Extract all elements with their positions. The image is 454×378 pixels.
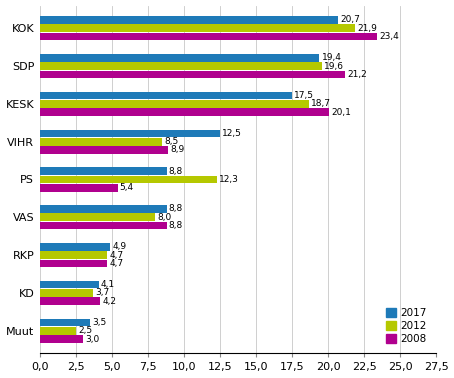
Bar xyxy=(40,214,155,221)
Bar xyxy=(40,54,319,62)
Text: 3,5: 3,5 xyxy=(92,318,107,327)
Bar xyxy=(40,33,377,40)
Bar xyxy=(40,130,220,137)
Text: 21,2: 21,2 xyxy=(347,70,367,79)
Text: 23,4: 23,4 xyxy=(379,32,399,41)
Text: 19,6: 19,6 xyxy=(324,62,345,71)
Bar xyxy=(40,92,292,99)
Text: 21,9: 21,9 xyxy=(357,24,377,33)
Bar xyxy=(40,289,93,297)
Text: 5,4: 5,4 xyxy=(120,183,134,192)
Text: 3,7: 3,7 xyxy=(95,288,109,297)
Bar xyxy=(40,327,76,335)
Bar xyxy=(40,16,338,24)
Text: 20,7: 20,7 xyxy=(340,15,360,25)
Bar xyxy=(40,205,167,213)
Bar xyxy=(40,100,309,108)
Bar xyxy=(40,184,118,192)
Bar xyxy=(40,138,162,146)
Text: 4,9: 4,9 xyxy=(113,242,127,251)
Bar xyxy=(40,167,167,175)
Text: 20,1: 20,1 xyxy=(331,108,351,117)
Text: 18,7: 18,7 xyxy=(311,99,331,108)
Bar xyxy=(40,71,345,78)
Text: 2,5: 2,5 xyxy=(78,326,92,335)
Text: 12,5: 12,5 xyxy=(222,129,242,138)
Bar xyxy=(40,62,322,70)
Bar xyxy=(40,146,168,154)
Bar xyxy=(40,297,100,305)
Bar xyxy=(40,335,83,343)
Bar xyxy=(40,25,355,32)
Text: 4,1: 4,1 xyxy=(101,280,115,289)
Text: 4,7: 4,7 xyxy=(109,251,124,260)
Bar xyxy=(40,176,217,183)
Bar xyxy=(40,319,90,326)
Bar xyxy=(40,222,167,229)
Text: 4,2: 4,2 xyxy=(103,297,116,306)
Text: 8,5: 8,5 xyxy=(164,137,179,146)
Bar xyxy=(40,260,108,267)
Legend: 2017, 2012, 2008: 2017, 2012, 2008 xyxy=(381,304,431,348)
Text: 19,4: 19,4 xyxy=(321,53,341,62)
Text: 8,8: 8,8 xyxy=(169,204,183,214)
Text: 4,7: 4,7 xyxy=(109,259,124,268)
Text: 8,0: 8,0 xyxy=(157,213,172,222)
Bar xyxy=(40,243,110,251)
Bar xyxy=(40,281,99,288)
Text: 8,8: 8,8 xyxy=(169,221,183,230)
Text: 8,9: 8,9 xyxy=(170,146,184,155)
Text: 8,8: 8,8 xyxy=(169,167,183,176)
Text: 17,5: 17,5 xyxy=(294,91,314,100)
Bar xyxy=(40,108,330,116)
Bar xyxy=(40,251,108,259)
Text: 3,0: 3,0 xyxy=(85,335,99,344)
Text: 12,3: 12,3 xyxy=(219,175,239,184)
